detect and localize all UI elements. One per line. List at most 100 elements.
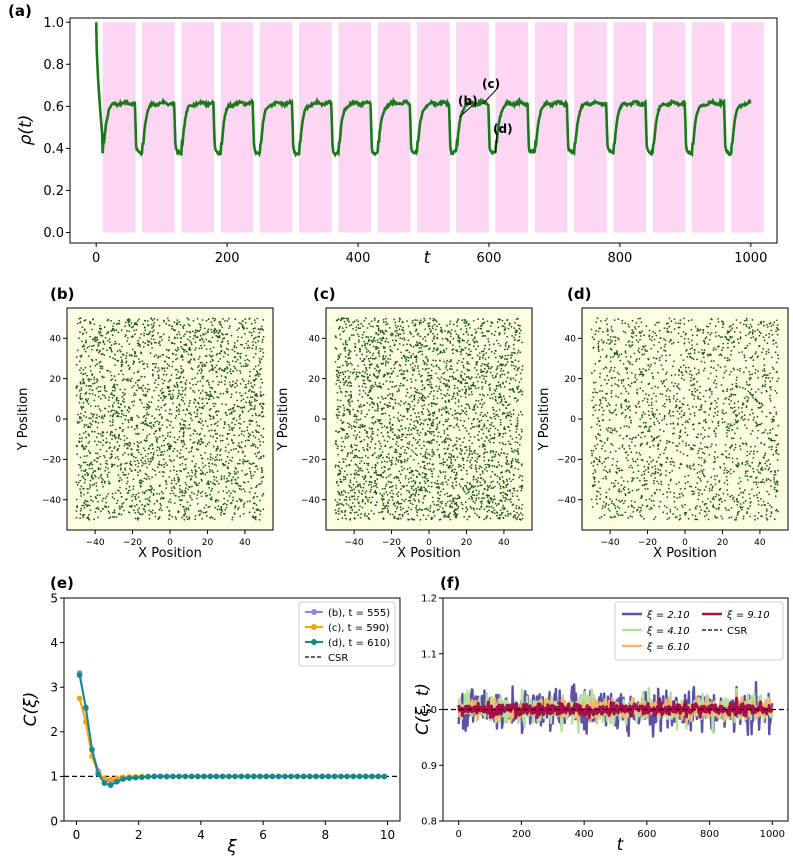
scatter-point	[182, 371, 184, 373]
scatter-point	[166, 317, 169, 320]
scatter-point	[382, 345, 385, 348]
scatter-point	[499, 421, 502, 424]
scatter-point	[425, 518, 427, 521]
scatter-point	[363, 449, 366, 452]
scatter-point	[359, 426, 362, 429]
scatter-point	[173, 441, 176, 443]
scatter-point	[407, 402, 410, 405]
scatter-point	[456, 392, 459, 395]
scatter-point	[518, 339, 521, 342]
scatter-point	[261, 327, 263, 330]
panel-a-y-tick-label: 0.8	[43, 58, 64, 73]
scatter-point	[225, 506, 228, 509]
scatter-point	[120, 365, 123, 368]
scatter-point	[142, 384, 145, 387]
scatter-point	[401, 498, 404, 501]
scatter-point	[474, 459, 477, 462]
scatter-point	[221, 439, 224, 442]
scatter-point	[164, 409, 167, 412]
scatter-point	[197, 358, 200, 360]
scatter-point	[409, 364, 412, 366]
scatter-point	[123, 435, 126, 437]
scatter-point	[246, 426, 249, 429]
scatter-point	[134, 381, 137, 384]
scatter-point	[430, 441, 433, 444]
scatter-point	[139, 500, 141, 503]
scatter-point	[189, 496, 192, 499]
scatter-point	[165, 373, 168, 376]
scatter-point	[259, 393, 262, 396]
scatter-point	[356, 409, 359, 412]
scatter-point	[342, 421, 345, 423]
scatter-point	[413, 404, 416, 407]
scatter-point	[462, 463, 465, 466]
scatter-point	[136, 427, 139, 429]
scatter-point	[232, 427, 235, 429]
scatter-point	[75, 385, 78, 388]
scatter-point	[518, 335, 521, 338]
scatter-point	[339, 319, 342, 322]
scatter-point	[238, 487, 241, 490]
scatter-point	[96, 378, 98, 380]
scatter-point	[443, 453, 446, 455]
scatter-point	[195, 336, 198, 338]
scatter-point	[362, 389, 365, 392]
scatter-point	[435, 385, 438, 388]
scatter-point	[349, 385, 351, 388]
scatter-point	[501, 364, 503, 366]
scatter-point	[180, 470, 183, 473]
scatter-point	[196, 432, 199, 435]
scatter-point	[161, 339, 163, 341]
scatter-point	[462, 333, 465, 336]
scatter-point	[110, 379, 112, 382]
scatter-point	[241, 406, 244, 409]
scatter-point	[437, 497, 439, 499]
scatter-point	[347, 504, 350, 507]
scatter-point	[396, 435, 398, 438]
scatter-point	[87, 433, 90, 436]
scatter-point	[476, 406, 479, 408]
scatter-point	[380, 413, 383, 415]
scatter-point	[174, 494, 177, 497]
scatter-point	[389, 429, 392, 432]
scatter-point	[472, 478, 475, 481]
scatter-point	[117, 415, 120, 418]
scatter-point	[251, 414, 254, 417]
scatter-point	[499, 355, 501, 358]
scatter-point	[469, 378, 472, 380]
scatter-point	[447, 339, 449, 342]
scatter-point	[214, 456, 217, 458]
scatter-point	[347, 377, 350, 379]
scatter-point	[151, 427, 153, 430]
scatter-point	[236, 500, 239, 503]
scatter-point	[204, 473, 207, 476]
scatter-point	[397, 411, 400, 414]
scatter-point	[366, 376, 369, 379]
scatter-point	[342, 414, 344, 417]
scatter-point	[414, 453, 417, 455]
scatter-point	[346, 408, 348, 411]
scatter-point	[353, 472, 356, 475]
scatter-point	[335, 336, 337, 339]
scatter-point	[102, 341, 105, 344]
scatter-point	[214, 366, 216, 369]
scatter-point	[350, 384, 353, 387]
scatter-point	[152, 453, 155, 456]
scatter-point	[180, 365, 182, 368]
scatter-point	[143, 406, 145, 409]
scatter-point	[471, 456, 474, 459]
scatter-point	[220, 341, 223, 344]
panel-b-y-tick-label: 40	[50, 335, 62, 345]
scatter-point	[459, 448, 462, 450]
scatter-point	[250, 463, 252, 466]
scatter-point	[420, 489, 423, 492]
scatter-point	[395, 440, 398, 443]
scatter-point	[382, 504, 385, 507]
scatter-point	[261, 415, 264, 418]
scatter-point	[473, 436, 476, 438]
scatter-point	[211, 469, 214, 472]
scatter-point	[433, 503, 436, 506]
scatter-point	[97, 422, 100, 424]
scatter-point	[464, 347, 467, 349]
scatter-point	[395, 339, 397, 342]
